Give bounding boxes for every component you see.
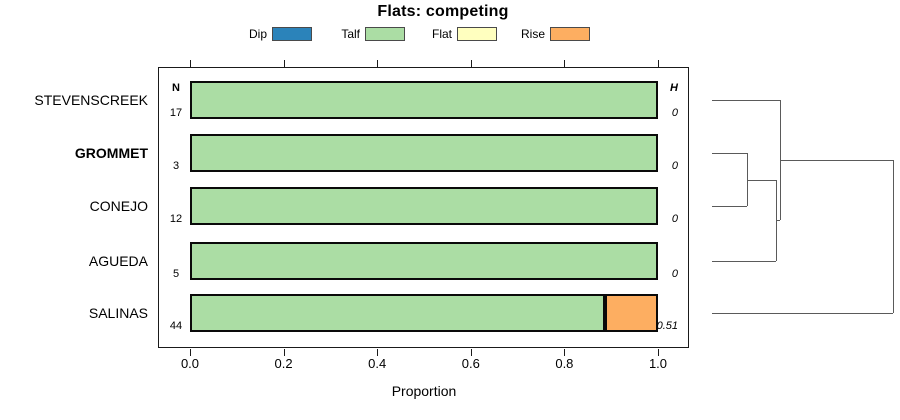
axis-tick-label: 0.0 [180,356,200,371]
dendrogram-hline [712,100,780,101]
axis-tick-label: 1.0 [648,356,668,371]
h-value: 0.51 [656,320,678,332]
h-value: 0 [671,268,678,280]
row-label-salinas: SALINAS [88,305,148,321]
bar-segment-talf [190,187,658,225]
legend-label-flat: Flat [431,27,452,41]
bar-row-agueda [190,242,658,280]
legend-swatch-flat [457,27,497,41]
row-label-grommet: GROMMET [74,145,148,161]
axis-tick-top [564,60,566,67]
dendrogram-vline [747,153,748,206]
axis-tick-bottom [470,349,472,356]
dendrogram-hline [712,313,893,314]
bar-segment-talf [190,81,658,119]
axis-tick-label: 0.6 [461,356,480,371]
legend-label-rise: Rise [520,27,545,41]
row-label-conejo: CONEJO [89,198,148,214]
axis-tick-bottom [658,349,659,356]
dendrogram-hline [712,206,747,207]
dendrogram-hline [712,153,747,154]
h-column-header: H [670,82,678,94]
row-label-agueda: AGUEDA [88,253,148,269]
n-value: 12 [169,213,183,225]
axis-tick-bottom [283,349,285,356]
dendrogram-vline [893,160,894,313]
axis-tick-top [470,60,472,67]
bar-segment-rise [604,294,658,332]
legend-label-talf: Talf [341,27,360,41]
legend-swatch-dip [272,27,312,41]
bar-segment-talf [190,134,658,172]
bar-row-salinas [190,294,658,332]
x-axis-label: Proportion [391,383,457,399]
bar-segment-talf [190,242,658,280]
dendrogram-hline [780,160,893,161]
row-label-stevenscreek: STEVENSCREEK [34,92,148,108]
axis-tick-bottom [377,349,379,356]
h-value: 0 [671,213,678,225]
h-value: 0 [671,160,678,172]
axis-tick-label: 0.2 [274,356,293,371]
axis-tick-label: 0.8 [555,356,574,371]
n-value: 44 [169,320,183,332]
chart-title: Flats: competing [377,3,509,20]
bar-row-stevenscreek [190,81,658,119]
axis-tick-top [190,60,191,67]
bar-row-grommet [190,134,658,172]
n-value: 3 [172,160,180,172]
axis-tick-bottom [564,349,566,356]
dendrogram-hline [747,180,776,181]
legend-swatch-rise [550,27,590,41]
bar-segment-talf [190,294,605,332]
dendrogram-hline [776,220,780,221]
dendrogram-hline [712,261,776,262]
axis-tick-top [658,60,659,67]
axis-tick-label: 0.4 [368,356,387,371]
axis-tick-top [283,60,285,67]
bar-row-conejo [190,187,658,225]
n-column-header: N [172,82,180,94]
axis-tick-top [377,60,379,67]
h-value: 0 [671,107,678,119]
legend-swatch-talf [365,27,405,41]
n-value: 17 [169,107,183,119]
legend-label-dip: Dip [248,27,267,41]
n-value: 5 [172,268,180,280]
axis-tick-bottom [190,349,191,356]
